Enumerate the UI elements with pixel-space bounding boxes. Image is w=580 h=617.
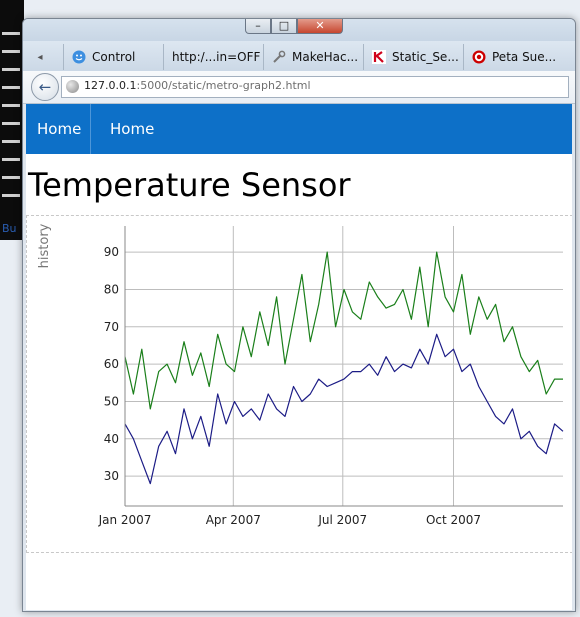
y-tick-label: 70 bbox=[104, 320, 119, 334]
maximize-icon: □ bbox=[278, 18, 290, 32]
face-icon bbox=[72, 50, 86, 64]
back-button[interactable]: ← bbox=[31, 73, 59, 101]
y-tick-label: 60 bbox=[104, 357, 119, 371]
y-tick-label: 90 bbox=[104, 245, 119, 259]
minimize-icon: – bbox=[255, 18, 261, 32]
series-line-2 bbox=[124, 333, 564, 485]
address-bar[interactable]: 127.0.0.1:5000/static/metro-graph2.html bbox=[61, 76, 569, 98]
nav-home-link-2[interactable]: Home bbox=[110, 120, 155, 138]
target-icon bbox=[472, 50, 486, 64]
y-tick-label: 40 bbox=[104, 432, 119, 446]
close-icon: ✕ bbox=[315, 18, 325, 32]
tab-makehac[interactable]: MakeHac... bbox=[263, 44, 363, 70]
x-tick-label: Jan 2007 bbox=[98, 513, 152, 527]
y-tick-label: 30 bbox=[104, 469, 119, 483]
chart-container: 30 40 50 60 70 80 90 Jan 2007 Apr 2007 Jul 2007 Oc… bbox=[26, 215, 572, 553]
series-line-1 bbox=[124, 251, 563, 410]
window-titlebar: – □ ✕ bbox=[23, 19, 575, 41]
browser-window: – □ ✕ ◂ Control http:/...in=OFF MakeHac.… bbox=[22, 18, 576, 612]
minimize-button[interactable]: – bbox=[245, 18, 271, 34]
tab-label: Peta Sue... bbox=[492, 50, 557, 64]
chart-series bbox=[124, 251, 564, 485]
tab-strip: ◂ Control http:/...in=OFF MakeHac... Sta… bbox=[23, 41, 575, 71]
globe-icon bbox=[66, 80, 79, 93]
tab-scroll-button[interactable]: ◂ bbox=[29, 46, 51, 68]
navigation-bar: ← 127.0.0.1:5000/static/metro-graph2.htm… bbox=[23, 71, 575, 104]
tab-peta[interactable]: Peta Sue... bbox=[463, 44, 575, 70]
x-tick-label: Apr 2007 bbox=[206, 513, 261, 527]
tab-static[interactable]: Static_Se... bbox=[363, 44, 463, 70]
y-tick-label: 80 bbox=[104, 282, 119, 296]
chevron-left-icon: ◂ bbox=[37, 51, 43, 63]
x-tick-label: Oct 2007 bbox=[426, 513, 481, 527]
close-button[interactable]: ✕ bbox=[297, 18, 343, 34]
temperature-chart: 30 40 50 60 70 80 90 Jan 2007 Apr 2007 Jul 2007 Oc… bbox=[37, 223, 564, 527]
chart-grid bbox=[124, 226, 563, 506]
desktop-stray-text: Bu bbox=[2, 222, 17, 235]
tab-control[interactable]: Control bbox=[63, 44, 163, 70]
y-axis-label: history bbox=[37, 223, 52, 268]
tab-label: MakeHac... bbox=[292, 50, 359, 64]
maximize-button[interactable]: □ bbox=[271, 18, 297, 34]
tab-label: Static_Se... bbox=[392, 50, 459, 64]
tab-http[interactable]: http:/...in=OFF bbox=[163, 44, 263, 70]
tab-label: Control bbox=[92, 50, 136, 64]
y-tick-label: 50 bbox=[104, 394, 119, 408]
nav-separator bbox=[90, 104, 91, 154]
k-logo-icon bbox=[372, 50, 386, 64]
wrench-icon bbox=[272, 50, 286, 64]
nav-home-link[interactable]: Home bbox=[37, 120, 82, 138]
x-tick-label: Jul 2007 bbox=[317, 513, 367, 527]
chart-axes: 30 40 50 60 70 80 90 Jan 2007 Apr 2007 Jul 2007 Oc… bbox=[37, 223, 563, 527]
app-bar: Home Home bbox=[26, 104, 572, 154]
terminal-window-edge bbox=[0, 0, 24, 240]
tab-label: http:/...in=OFF bbox=[172, 50, 261, 64]
url-text: 127.0.0.1:5000/static/metro-graph2.html bbox=[84, 79, 311, 92]
page-title: Temperature Sensor bbox=[28, 166, 351, 204]
web-page: Home Home Temperature Sensor 30 40 50 60 70 8… bbox=[26, 104, 572, 610]
arrow-left-icon: ← bbox=[38, 78, 52, 96]
